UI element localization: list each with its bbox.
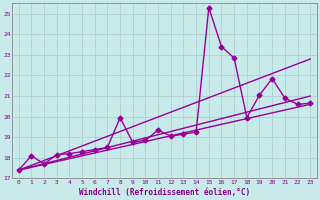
X-axis label: Windchill (Refroidissement éolien,°C): Windchill (Refroidissement éolien,°C) — [79, 188, 250, 197]
